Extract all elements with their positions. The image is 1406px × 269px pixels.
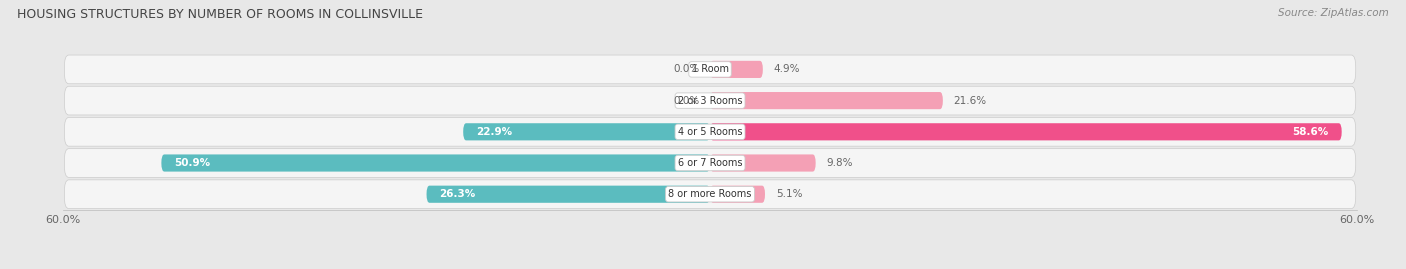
FancyBboxPatch shape [463, 123, 710, 140]
FancyBboxPatch shape [710, 61, 763, 78]
Text: 4.9%: 4.9% [773, 64, 800, 75]
Text: 22.9%: 22.9% [477, 127, 512, 137]
FancyBboxPatch shape [162, 154, 710, 172]
FancyBboxPatch shape [65, 55, 1355, 84]
Text: 2 or 3 Rooms: 2 or 3 Rooms [678, 95, 742, 106]
FancyBboxPatch shape [65, 180, 1355, 208]
Text: 0.0%: 0.0% [673, 95, 699, 106]
Text: 8 or more Rooms: 8 or more Rooms [668, 189, 752, 199]
Text: 1 Room: 1 Room [692, 64, 728, 75]
Text: 4 or 5 Rooms: 4 or 5 Rooms [678, 127, 742, 137]
Text: 0.0%: 0.0% [673, 64, 699, 75]
FancyBboxPatch shape [710, 123, 1341, 140]
Text: 26.3%: 26.3% [440, 189, 475, 199]
Text: 6 or 7 Rooms: 6 or 7 Rooms [678, 158, 742, 168]
FancyBboxPatch shape [65, 118, 1355, 146]
FancyBboxPatch shape [426, 186, 710, 203]
Text: 50.9%: 50.9% [174, 158, 211, 168]
Text: 21.6%: 21.6% [953, 95, 987, 106]
FancyBboxPatch shape [65, 86, 1355, 115]
Text: 58.6%: 58.6% [1292, 127, 1329, 137]
Text: HOUSING STRUCTURES BY NUMBER OF ROOMS IN COLLINSVILLE: HOUSING STRUCTURES BY NUMBER OF ROOMS IN… [17, 8, 423, 21]
FancyBboxPatch shape [65, 149, 1355, 177]
FancyBboxPatch shape [710, 186, 765, 203]
FancyBboxPatch shape [710, 154, 815, 172]
FancyBboxPatch shape [710, 92, 943, 109]
Text: 9.8%: 9.8% [827, 158, 853, 168]
Text: Source: ZipAtlas.com: Source: ZipAtlas.com [1278, 8, 1389, 18]
Text: 5.1%: 5.1% [776, 189, 803, 199]
